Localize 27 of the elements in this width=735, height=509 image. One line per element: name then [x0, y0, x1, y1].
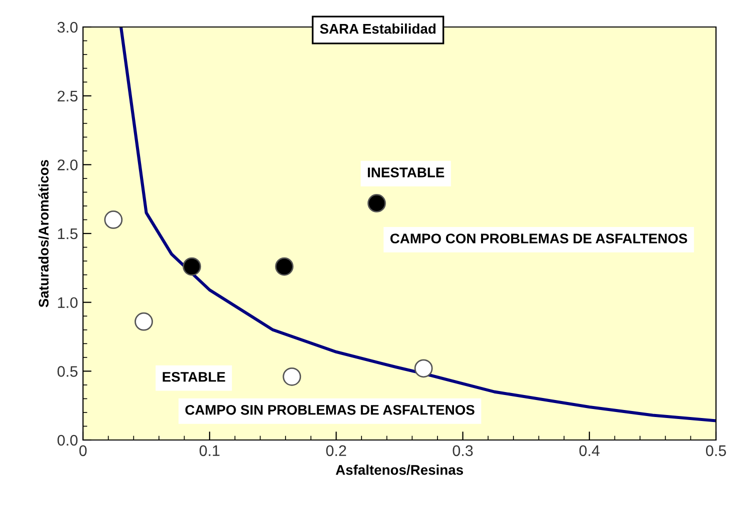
- x-tick-label: 0.4: [579, 445, 600, 456]
- point: [414, 359, 433, 378]
- x-tick-label: 0: [79, 445, 87, 456]
- y-tick-label: 2.5: [58, 90, 78, 102]
- x-tick-label: 0.2: [326, 445, 346, 456]
- y-tick-label: 1.0: [58, 297, 78, 308]
- point: [282, 367, 302, 386]
- x-tick-label: 0.3: [452, 445, 473, 456]
- y-tick-label: 3.0: [57, 22, 78, 33]
- annotation: CAMPO CON PROBLEMAS DE ASFALTENOS: [390, 234, 688, 244]
- chart-title: SARA Estabilidad: [320, 24, 436, 34]
- annotation: ESTABLE: [162, 372, 226, 382]
- y-tick-label: 0.5: [58, 366, 78, 377]
- point: [275, 257, 294, 276]
- x-tick-label: 0.5: [706, 445, 726, 456]
- point: [104, 210, 123, 229]
- x-axis-title: Asfaltenos/Resinas: [336, 464, 463, 475]
- annotation: CAMPO SIN PROBLEMAS DE ASFALTENOS: [185, 404, 474, 415]
- annotation: INESTABLE: [368, 168, 444, 178]
- x-tick-label: 0.1: [200, 445, 220, 456]
- y-tick-label: 1.5: [58, 228, 78, 240]
- y-tick-label: 2.0: [58, 160, 78, 170]
- y-tick-label: 0.0: [58, 434, 78, 446]
- y-axis-title: Saturados/Aromáticos: [38, 160, 49, 308]
- point: [368, 194, 386, 212]
- point: [182, 257, 202, 276]
- point: [134, 312, 153, 331]
